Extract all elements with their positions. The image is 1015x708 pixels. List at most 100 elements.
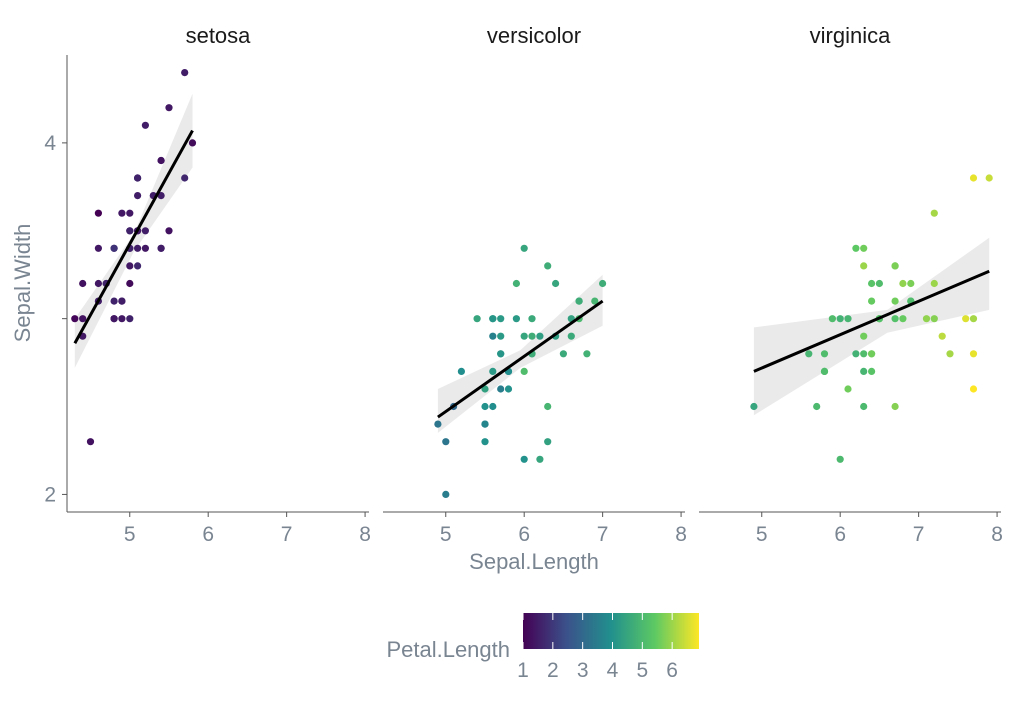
facet-panel-setosa: setosa 5 6 7 8 2 4 <box>44 23 371 546</box>
confidence-band <box>437 274 603 433</box>
y-tick-label: 2 <box>44 483 56 506</box>
data-point <box>985 174 993 182</box>
data-point <box>805 350 813 358</box>
data-point <box>134 262 142 270</box>
facet-strip-label: versicolor <box>487 23 581 48</box>
data-point <box>126 262 134 270</box>
data-point <box>860 262 868 270</box>
regression-line <box>73 129 194 344</box>
facet-panel-virginica: virginica 5 6 7 8 <box>699 23 1003 546</box>
legend-title: Petal.Length <box>386 637 510 662</box>
data-point <box>86 438 95 446</box>
data-point <box>489 402 497 411</box>
data-point <box>813 402 821 411</box>
data-point <box>536 332 544 340</box>
data-point <box>575 297 583 305</box>
data-point <box>820 350 829 358</box>
data-point <box>969 315 978 323</box>
data-point <box>836 315 844 323</box>
confidence-band <box>753 237 990 416</box>
data-point <box>860 402 868 411</box>
data-point <box>481 402 489 411</box>
data-point <box>544 438 552 446</box>
data-point <box>520 244 528 252</box>
data-point <box>497 350 505 358</box>
data-point <box>442 490 450 498</box>
data-point <box>442 438 450 446</box>
data-point <box>188 139 197 147</box>
data-point <box>836 455 844 463</box>
data-point <box>868 367 876 375</box>
data-point <box>962 315 970 323</box>
data-point <box>820 367 829 375</box>
data-point <box>126 209 134 217</box>
x-tick-label: 7 <box>597 523 609 546</box>
data-point <box>559 350 568 358</box>
data-point <box>118 209 126 217</box>
data-point <box>891 262 899 270</box>
data-point <box>868 350 876 358</box>
data-point <box>118 315 126 323</box>
data-point <box>552 279 560 288</box>
data-point <box>528 315 536 323</box>
data-point <box>157 156 165 165</box>
data-point <box>157 192 165 200</box>
confidence-band <box>74 93 193 368</box>
legend-tick-label: 1 <box>517 659 529 682</box>
data-point <box>141 121 149 129</box>
data-point <box>134 244 142 252</box>
data-point <box>181 69 189 77</box>
x-tick-label: 5 <box>124 523 136 546</box>
data-point <box>497 332 505 340</box>
data-point <box>930 315 938 323</box>
data-point <box>544 402 552 411</box>
data-point <box>126 315 134 323</box>
data-point <box>891 297 899 305</box>
data-point <box>844 315 852 323</box>
legend-tick-label: 2 <box>547 659 559 682</box>
facet-panels: setosa 5 6 7 8 2 4 versicolor 5 6 7 8 virginica 5 6 7 8 <box>44 23 1003 546</box>
data-point <box>860 350 868 358</box>
regression-line <box>437 299 604 419</box>
data-point <box>844 385 852 393</box>
data-point <box>512 279 521 288</box>
x-tick-label: 8 <box>991 523 1003 546</box>
data-point <box>457 367 465 375</box>
data-point <box>860 244 868 252</box>
legend-tick-label: 5 <box>636 659 648 682</box>
data-point <box>860 367 868 375</box>
data-point <box>79 315 87 323</box>
data-point <box>899 279 907 288</box>
data-point <box>489 332 497 340</box>
data-point <box>141 244 149 252</box>
data-point <box>126 279 134 288</box>
data-point <box>481 385 489 393</box>
data-point <box>599 279 607 288</box>
data-point <box>126 227 134 235</box>
x-tick-label: 8 <box>359 523 371 546</box>
x-tick-label: 6 <box>518 523 530 546</box>
data-point <box>79 279 87 288</box>
data-point <box>481 420 489 428</box>
data-point <box>94 209 102 217</box>
data-point <box>907 279 915 288</box>
data-point <box>134 192 142 200</box>
data-point <box>938 332 946 340</box>
x-tick-label: 5 <box>756 523 768 546</box>
data-point <box>497 385 505 393</box>
data-point <box>165 227 173 235</box>
data-point <box>528 332 536 340</box>
data-point <box>891 315 899 323</box>
x-tick-label: 7 <box>913 523 925 546</box>
data-point <box>875 279 884 288</box>
data-point <box>110 244 118 252</box>
data-point <box>567 332 575 340</box>
data-point <box>852 244 860 252</box>
data-point <box>181 174 189 182</box>
data-point <box>930 279 938 288</box>
x-tick-label: 8 <box>675 523 687 546</box>
facet-strip-label: virginica <box>810 23 891 48</box>
legend-tick-label: 4 <box>607 659 619 682</box>
facet-strip-label: setosa <box>186 23 252 48</box>
